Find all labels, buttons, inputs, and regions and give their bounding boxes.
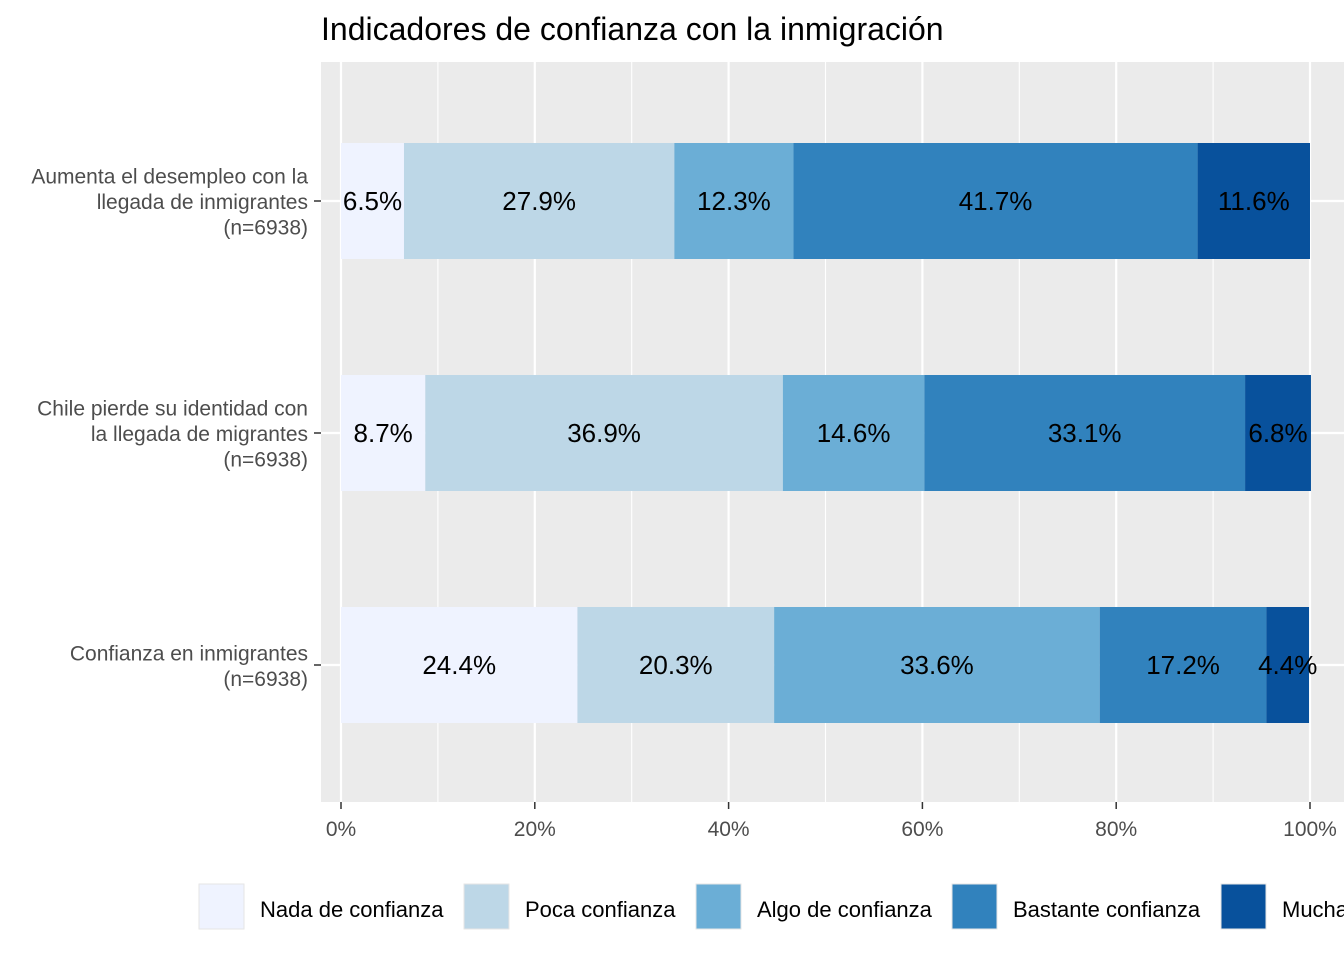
bar-segment xyxy=(782,375,925,491)
legend-label: Algo de confianza xyxy=(757,897,933,922)
data-label: 27.9% xyxy=(502,186,576,216)
data-label: 6.5% xyxy=(343,186,402,216)
x-tick-label: 20% xyxy=(514,818,556,841)
bar-segment xyxy=(924,375,1246,491)
data-label: 11.6% xyxy=(1218,186,1290,216)
data-label: 36.9% xyxy=(567,418,641,448)
data-label: 20.3% xyxy=(639,650,713,680)
data-label: 8.7% xyxy=(354,418,413,448)
bar-segment xyxy=(1099,607,1267,723)
legend: Nada de confianza Poca confianza Algo de c… xyxy=(198,883,1344,930)
legend-swatch xyxy=(951,883,998,930)
legend-swatch xyxy=(695,883,742,930)
legend-label: Bastante confianza xyxy=(1013,897,1201,922)
x-tick-label: 0% xyxy=(326,818,356,841)
chart-title: Indicadores de confianza con la inmigrac… xyxy=(321,11,944,47)
category-label: Confianza en inmigrantes xyxy=(70,642,308,665)
x-tick-label: 100% xyxy=(1283,818,1337,841)
bar-segment xyxy=(1266,607,1310,723)
data-label: 33.6% xyxy=(900,650,974,680)
bars xyxy=(341,143,1311,723)
data-label: 6.8% xyxy=(1248,418,1307,448)
bar-segment xyxy=(774,607,1100,723)
legend-label: Poca confianza xyxy=(525,897,676,922)
legend-swatch xyxy=(1220,883,1267,930)
data-labels: 6.5% 27.9% 12.3% 41.7% 11.6% 8.7% 36.9% 14.6% 33… xyxy=(343,186,1317,680)
bar-segment xyxy=(1197,143,1310,259)
x-tick-label: 80% xyxy=(1095,818,1137,841)
legend-label: Mucha xyxy=(1282,897,1344,922)
data-label: 4.4% xyxy=(1258,650,1317,680)
legend-swatch xyxy=(463,883,510,930)
category-label: (n=6938) xyxy=(223,217,308,240)
bar-segment xyxy=(1245,375,1311,491)
data-label: 12.3% xyxy=(697,186,771,216)
category-label: la llegada de migrantes xyxy=(91,423,308,446)
category-label: (n=6938) xyxy=(223,668,308,691)
x-tick-label: 40% xyxy=(708,818,750,841)
bar-segment xyxy=(341,607,578,723)
data-label: 33.1% xyxy=(1048,418,1122,448)
bar-segment xyxy=(341,375,426,491)
x-tick-label: 60% xyxy=(901,818,943,841)
bar-segment xyxy=(341,143,404,259)
legend-label: Nada de confianza xyxy=(260,897,444,922)
bar-segment xyxy=(674,143,794,259)
category-label: (n=6938) xyxy=(223,449,308,472)
data-label: 14.6% xyxy=(817,418,891,448)
bar-segment xyxy=(425,375,783,491)
category-label: Aumenta el desempleo con la xyxy=(31,166,308,189)
legend-swatch xyxy=(198,883,245,930)
category-label: llegada de inmigrantes xyxy=(97,191,308,214)
data-label: 24.4% xyxy=(422,650,496,680)
bar-segment xyxy=(577,607,775,723)
category-label: Chile pierde su identidad con xyxy=(37,398,308,421)
data-label: 41.7% xyxy=(959,186,1033,216)
bar-segment xyxy=(793,143,1198,259)
data-label: 17.2% xyxy=(1146,650,1220,680)
bar-segment xyxy=(403,143,675,259)
